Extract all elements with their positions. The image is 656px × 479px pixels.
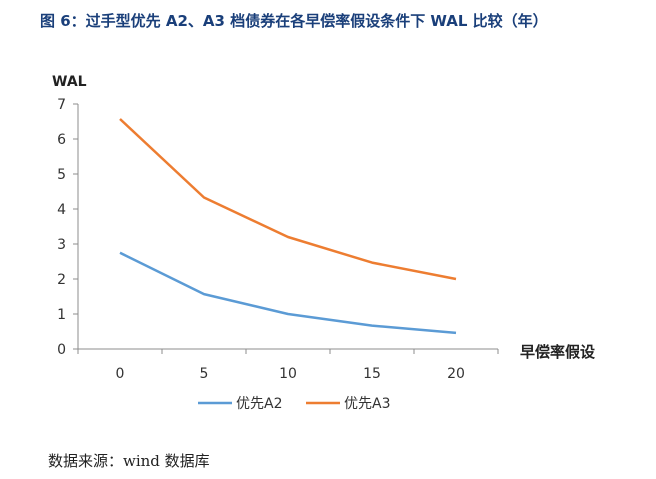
source-note: 数据来源：wind 数据库 [48, 452, 210, 470]
legend: 优先A2 优先A3 [198, 396, 390, 412]
x-tick-label: 15 [363, 366, 381, 382]
y-axis-label: WAL [52, 74, 87, 90]
y-tick-label: 2 [57, 272, 66, 288]
y-tick-label: 1 [57, 307, 66, 323]
x-tick-label: 20 [447, 366, 465, 382]
axes [73, 103, 499, 354]
x-axis-label: 早偿率假设 [520, 343, 595, 361]
y-tick-labels: 0 1 2 3 4 5 6 7 [57, 97, 66, 358]
y-tick-label: 4 [57, 202, 66, 218]
y-tick-label: 7 [57, 97, 66, 113]
x-tick-label: 0 [116, 366, 125, 382]
y-tick-label: 6 [57, 132, 66, 148]
y-tick-label: 3 [57, 237, 66, 253]
series-lines [119, 118, 457, 335]
x-tick-label: 5 [200, 366, 209, 382]
series-line-2 [119, 118, 457, 281]
y-tick-label: 0 [57, 342, 66, 358]
legend-label-1: 优先A2 [236, 396, 282, 412]
y-tick-label: 5 [57, 167, 66, 183]
figure-title: 图 6：过手型优先 A2、A3 档债券在各早偿率假设条件下 WAL 比较（年） [40, 12, 548, 30]
legend-label-2: 优先A3 [344, 396, 390, 412]
series-line-1 [119, 251, 457, 335]
x-tick-labels: 0 5 10 15 20 [116, 366, 465, 382]
wal-line-chart: 0 1 2 3 4 5 6 7 0 5 10 15 20 WAL 早偿率假设 优先A2 优先A3 [52, 74, 595, 412]
x-tick-label: 10 [279, 366, 297, 382]
